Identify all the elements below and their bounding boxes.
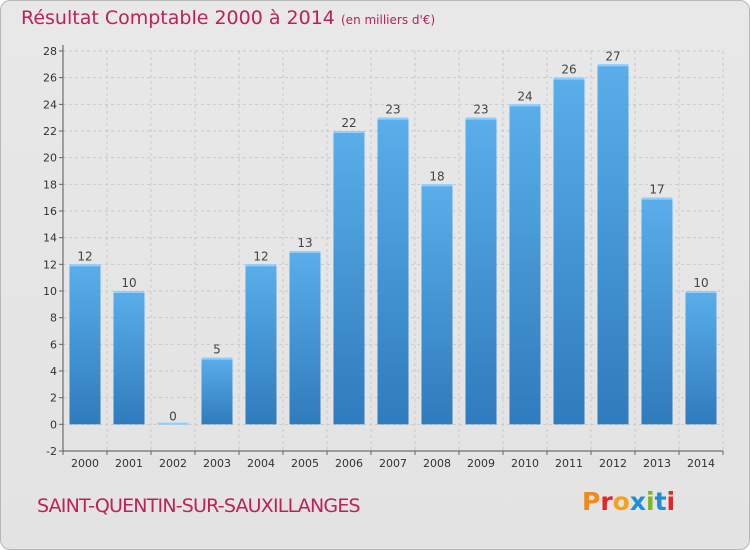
- x-tick-label-2013: 2013: [643, 457, 671, 470]
- bar-2000: [69, 264, 101, 425]
- y-tick-label: 4: [50, 365, 57, 378]
- logo-letter: x: [629, 487, 646, 516]
- bar-2001: [113, 291, 145, 425]
- bar-top-edge: [157, 422, 189, 425]
- bar-2008: [421, 184, 453, 425]
- y-tick-label: 18: [43, 178, 57, 191]
- x-tick-label-2003: 2003: [203, 457, 231, 470]
- data-label-2002: 0: [169, 409, 177, 423]
- bar-2004: [245, 264, 277, 425]
- bar-top-edge: [69, 264, 101, 267]
- data-label-2003: 5: [213, 343, 221, 357]
- x-tick-labels: 2000 2001 2002 2003 2004 2005 2006 2007 2008 2009…: [71, 457, 715, 470]
- bar-top-edge: [685, 291, 717, 293]
- bar-top-edge: [377, 117, 409, 120]
- data-label-2014: 10: [693, 276, 708, 290]
- bar-2014: [685, 291, 717, 425]
- x-tick-label-2008: 2008: [423, 457, 451, 470]
- bar-top-edge: [201, 357, 233, 360]
- logo-letter: i: [646, 487, 655, 516]
- data-label-2007: 23: [385, 103, 400, 117]
- x-tick-label-2001: 2001: [115, 457, 143, 470]
- bar-2012: [597, 64, 629, 425]
- y-tick-label: -2: [46, 445, 57, 458]
- chart-title: Résultat Comptable 2000 à 2014: [21, 7, 335, 29]
- y-tick-label: 28: [43, 45, 57, 58]
- y-tick-label: 14: [43, 232, 57, 245]
- bar-2003: [201, 357, 233, 425]
- x-tick-label-2014: 2014: [687, 457, 715, 470]
- bar-top-edge: [289, 251, 321, 253]
- y-tick-label: 26: [43, 72, 57, 85]
- y-tick-label: 12: [43, 258, 57, 271]
- bar-top-edge: [641, 197, 673, 200]
- x-tick-label-2010: 2010: [511, 457, 539, 470]
- logo-letter: r: [600, 487, 613, 516]
- y-tick-label: 0: [50, 418, 57, 431]
- x-tick-label-2005: 2005: [291, 457, 319, 470]
- x-tick-label-2007: 2007: [379, 457, 407, 470]
- data-label-2001: 10: [121, 276, 136, 290]
- bar-2005: [289, 251, 321, 425]
- bar-top-edge: [113, 291, 145, 293]
- x-tick-label-2000: 2000: [71, 457, 99, 470]
- bar-2007: [377, 117, 409, 425]
- proxiti-logo: Proxiti: [582, 487, 675, 516]
- data-label-2004: 12: [253, 249, 268, 263]
- data-label-2009: 23: [473, 103, 488, 117]
- data-label-2006: 22: [341, 116, 356, 130]
- data-label-2013: 17: [649, 183, 664, 197]
- bar-2010: [509, 104, 541, 425]
- logo-letter: o: [612, 487, 630, 516]
- data-labels: 12 10 0 5 12 13 22 23 18 23 24 26 27 17 10: [77, 49, 708, 423]
- y-tick-label: 2: [50, 392, 57, 405]
- y-tick-label: 8: [50, 312, 57, 325]
- x-tick-label-2011: 2011: [555, 457, 583, 470]
- bar-2009: [465, 117, 497, 425]
- axes: [59, 45, 724, 455]
- data-label-2010: 24: [517, 89, 532, 103]
- data-label-2008: 18: [429, 169, 444, 183]
- y-tick-label: 22: [43, 125, 57, 138]
- x-tick-label-2009: 2009: [467, 457, 495, 470]
- logo-letter: i: [666, 487, 676, 516]
- bars: [69, 64, 717, 425]
- data-label-2011: 26: [561, 63, 576, 77]
- x-tick-label-2006: 2006: [335, 457, 363, 470]
- logo-letter: t: [654, 487, 667, 516]
- x-tick-label-2002: 2002: [159, 457, 187, 470]
- bar-top-edge: [509, 104, 541, 107]
- data-label-2000: 12: [77, 249, 92, 263]
- x-tick-label-2004: 2004: [247, 457, 275, 470]
- y-tick-label: 20: [43, 152, 57, 165]
- bar-top-edge: [465, 117, 497, 120]
- y-tick-label: 10: [43, 285, 57, 298]
- x-tick-label-2012: 2012: [599, 457, 627, 470]
- bar-top-edge: [333, 131, 365, 133]
- y-tick-label: 6: [50, 338, 57, 351]
- bar-2013: [641, 197, 673, 425]
- bar-top-edge: [245, 264, 277, 267]
- logo-letter: P: [582, 487, 601, 516]
- data-label-2005: 13: [297, 236, 312, 250]
- bar-2006: [333, 131, 365, 425]
- chart-subtitle: (en milliers d'€): [341, 13, 436, 27]
- y-tick-label: 24: [43, 98, 57, 111]
- data-label-2012: 27: [605, 49, 620, 63]
- y-tick-label: 16: [43, 205, 57, 218]
- commune-name: SAINT-QUENTIN-SUR-SAUXILLANGES: [37, 495, 361, 517]
- bar-top-edge: [597, 64, 629, 67]
- bar-top-edge: [553, 77, 585, 80]
- bar-2011: [553, 77, 585, 425]
- bar-top-edge: [421, 184, 453, 187]
